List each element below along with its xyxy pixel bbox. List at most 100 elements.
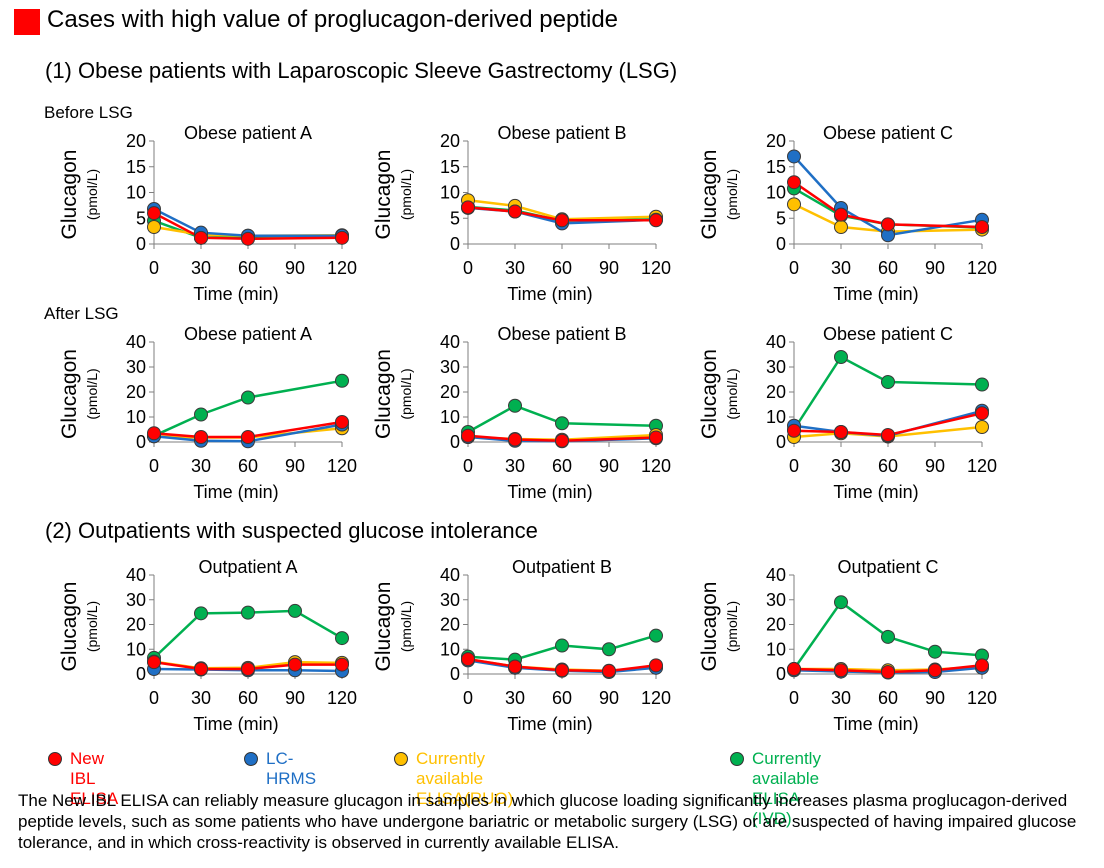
x-tick-label: 0	[789, 688, 799, 708]
y-axis-unit: (pmol/L)	[724, 601, 740, 652]
y-tick-label: 40	[440, 332, 460, 352]
chart-after-lsg-obese-patient-a: 0 10 20 30 40 0 30 60 90 120 Obese patient A Time (…	[58, 324, 357, 502]
row-label-before-lsg: Before LSG	[44, 103, 133, 122]
y-axis-label: Glucagon	[372, 349, 395, 439]
data-point-new-ibl-elisa	[555, 663, 569, 678]
data-point-currently-available-elisa-ivd	[975, 377, 989, 392]
x-tick-label: 60	[552, 688, 572, 708]
series-line-currently-available-elisa-ivd	[467, 404, 657, 434]
data-point-currently-available-elisa-ivd	[335, 631, 349, 646]
series-line-currently-available-elisa-ivd	[792, 355, 983, 431]
chart-outpatients-with-suspected-glucose-intolerance-outpatient-b: 0 10 20 30 40 0 30 60 90 120 Outpatient B Time (min…	[372, 557, 671, 734]
data-point-new-ibl-elisa	[834, 425, 848, 439]
data-point-new-ibl-elisa	[508, 659, 522, 674]
y-tick-label: 0	[450, 432, 460, 452]
x-tick-label: 120	[641, 456, 671, 476]
x-axis-label: Time (min)	[507, 284, 592, 304]
y-tick-label: 0	[776, 234, 786, 254]
y-tick-label: 20	[126, 382, 146, 402]
chart-title: Obese patient A	[184, 123, 312, 143]
series-line-new-ibl-elisa	[793, 181, 983, 229]
y-axis-unit: (pmol/L)	[398, 601, 414, 652]
y-tick-label: 20	[440, 382, 460, 402]
data-point-new-ibl-elisa	[881, 217, 895, 232]
x-tick-label: 60	[878, 258, 898, 278]
data-point-currently-available-elisa-ivd	[508, 398, 522, 413]
x-tick-label: 30	[831, 258, 851, 278]
y-tick-label: 0	[776, 432, 786, 452]
y-tick-label: 20	[440, 131, 460, 151]
data-point-new-ibl-elisa	[555, 213, 569, 228]
x-tick-label: 30	[191, 456, 211, 476]
y-tick-label: 20	[126, 615, 146, 635]
chart-title: Outpatient A	[198, 557, 297, 577]
y-tick-label: 15	[440, 157, 460, 177]
y-tick-label: 20	[126, 131, 146, 151]
data-point-new-ibl-elisa	[461, 200, 475, 215]
series-line-new-ibl-elisa	[467, 206, 656, 222]
data-point-currently-available-elisa-ivd	[241, 390, 255, 405]
x-tick-label: 0	[149, 456, 159, 476]
y-axis-unit: (pmol/L)	[724, 169, 740, 220]
y-tick-label: 0	[776, 664, 786, 684]
chart-after-lsg-obese-patient-b: 0 10 20 30 40 0 30 60 90 120 Obese patient B Time (…	[372, 324, 671, 502]
y-axis-unit: (pmol/L)	[724, 368, 740, 419]
y-tick-label: 10	[766, 639, 786, 659]
chart-before-lsg-obese-patient-c: 0 5 10 15 20 0 30 60 90 120 Obese patient C Time (m…	[698, 123, 997, 304]
data-point-currently-available-elisa-ivd	[194, 606, 208, 621]
x-tick-label: 0	[463, 688, 473, 708]
chart-before-lsg-obese-patient-a: 0 5 10 15 20 0 30 60 90 120 Obese patient A Time (m…	[58, 123, 357, 304]
x-tick-label: 0	[463, 456, 473, 476]
x-tick-label: 30	[505, 456, 525, 476]
data-point-new-ibl-elisa	[881, 428, 895, 442]
x-tick-label: 90	[599, 258, 619, 278]
x-tick-label: 0	[149, 258, 159, 278]
x-tick-label: 60	[552, 258, 572, 278]
x-tick-label: 30	[505, 258, 525, 278]
row-label-after-lsg: After LSG	[44, 304, 119, 323]
data-point-new-ibl-elisa	[602, 664, 616, 679]
x-tick-label: 120	[327, 456, 357, 476]
y-tick-label: 0	[136, 664, 146, 684]
data-point-new-ibl-elisa	[335, 657, 349, 672]
data-point-new-ibl-elisa	[461, 652, 475, 667]
data-point-new-ibl-elisa	[975, 220, 989, 235]
y-tick-label: 10	[766, 407, 786, 427]
y-tick-label: 20	[766, 615, 786, 635]
series-line-new-ibl-elisa	[793, 412, 983, 437]
x-tick-label: 120	[967, 688, 997, 708]
data-point-currently-available-elisa-ivd	[834, 595, 848, 610]
y-axis-unit: (pmol/L)	[398, 368, 414, 419]
y-tick-label: 30	[766, 357, 786, 377]
y-tick-label: 10	[126, 183, 146, 203]
heading-marker	[14, 9, 40, 35]
chart-outpatients-with-suspected-glucose-intolerance-outpatient-a: 0 10 20 30 40 0 30 60 90 120 Outpatient A Time (min…	[58, 557, 357, 734]
x-tick-label: 120	[641, 688, 671, 708]
data-point-currently-available-elisa-ivd	[194, 407, 208, 422]
data-point-new-ibl-elisa	[508, 204, 522, 219]
data-point-new-ibl-elisa	[649, 430, 663, 445]
x-tick-label: 60	[878, 456, 898, 476]
x-tick-label: 0	[149, 688, 159, 708]
y-tick-label: 10	[440, 639, 460, 659]
data-point-currently-available-elisa-ivd	[834, 350, 848, 364]
y-tick-label: 20	[440, 615, 460, 635]
x-axis-label: Time (min)	[193, 714, 278, 734]
y-tick-label: 5	[776, 208, 786, 228]
y-axis-label: Glucagon	[698, 349, 721, 439]
series-line-new-ibl-elisa	[153, 420, 343, 439]
data-point-new-ibl-elisa	[288, 657, 302, 672]
data-point-new-ibl-elisa	[147, 206, 161, 221]
legend-marker-elisa-ruo	[394, 752, 408, 766]
x-tick-label: 120	[327, 258, 357, 278]
data-point-currently-available-elisa-ivd	[288, 603, 302, 618]
data-point-currently-available-elisa-ruo	[147, 220, 161, 235]
data-point-currently-available-elisa-ruo	[787, 197, 801, 212]
y-tick-label: 30	[440, 590, 460, 610]
x-tick-label: 60	[238, 258, 258, 278]
x-tick-label: 30	[191, 688, 211, 708]
data-point-new-ibl-elisa	[787, 423, 801, 438]
y-tick-label: 10	[126, 639, 146, 659]
x-tick-label: 0	[789, 456, 799, 476]
series-line-lc-hrms	[153, 207, 342, 238]
